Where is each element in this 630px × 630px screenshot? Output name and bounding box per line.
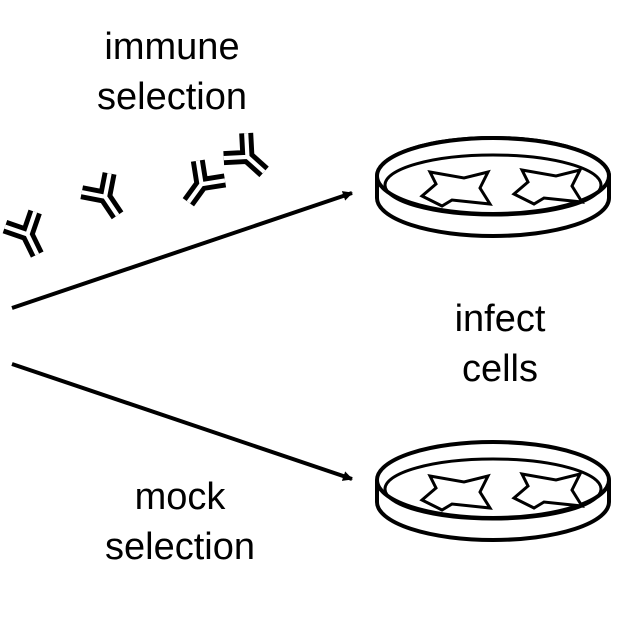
- arrow-icon: [11, 362, 353, 481]
- mock-selection-line-1: mock: [134, 476, 226, 518]
- antibody-icon: [5, 212, 52, 262]
- cell-icon: [420, 170, 492, 208]
- immune-selection-line-2: selection: [97, 76, 247, 118]
- antibody-icon: [224, 133, 276, 184]
- immune-selection-line-1: immune: [104, 26, 240, 68]
- petri-dish-icon: [375, 136, 611, 238]
- cell-icon: [420, 474, 492, 512]
- infect-cells-line-2: cells: [461, 348, 539, 390]
- mock-selection-label: mock selection: [80, 472, 280, 572]
- cell-icon: [512, 472, 584, 510]
- arrow-icon: [11, 191, 353, 310]
- immune-selection-label: immune selection: [50, 22, 294, 122]
- infect-cells-line-1: infect: [454, 298, 546, 340]
- cell-icon: [512, 168, 584, 206]
- mock-selection-line-2: selection: [105, 526, 255, 568]
- antibody-icon: [82, 173, 132, 224]
- antibody-icon: [175, 161, 225, 212]
- infect-cells-label: infect cells: [400, 294, 600, 394]
- petri-dish-icon: [375, 440, 611, 542]
